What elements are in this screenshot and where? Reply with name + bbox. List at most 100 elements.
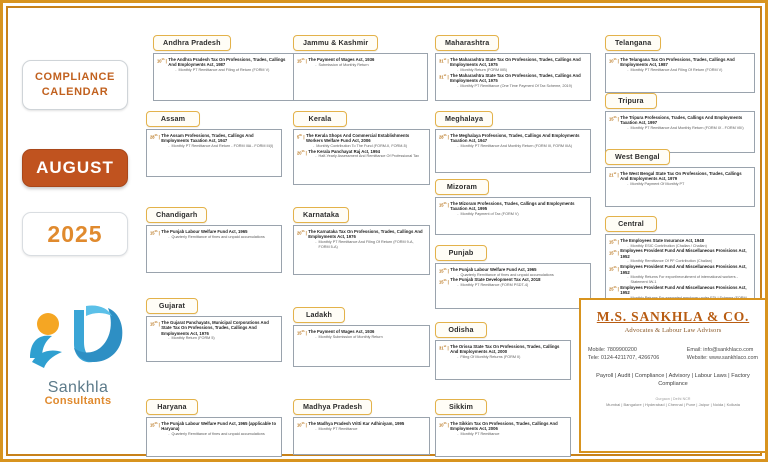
entry-content: The Punjab State Development Tax Act, 20… xyxy=(449,277,586,287)
state-card-title-punjab[interactable]: Punjab xyxy=(435,245,487,261)
state-card-gujarat: Gujarat 15th | The Gujarat Panchayats, Mun… xyxy=(146,295,282,362)
compliance-entry: 31st | The Maharashtra State Tax On Profe… xyxy=(439,73,586,89)
state-card-title-telangana[interactable]: Telangana xyxy=(605,35,662,51)
state-card-title-mizoram[interactable]: Mizoram xyxy=(435,179,489,195)
entry-requirement-text: Half-Yearly Assessment And Remittance Of… xyxy=(318,154,419,159)
entry-requirement-text: Monthly PT Remittance And Return - FORM … xyxy=(171,143,274,148)
entry-due-date: 15th | xyxy=(150,229,160,236)
entry-act-name: Employees Provident Fund And Miscellaneo… xyxy=(620,248,747,259)
compliance-entry: 15th | The Punjab Labour Welfare Fund Act… xyxy=(439,267,586,277)
state-card-title-central[interactable]: Central xyxy=(605,216,657,232)
state-card-maharashtra: Maharashtra 31st | The Maharashtra State T… xyxy=(435,32,591,101)
state-card-sikkim: Sikkim 10th | The Sikkim Tax On Profession… xyxy=(435,396,571,457)
state-card-west-bengal: West Bengal 21st | The West Bengal State T… xyxy=(605,146,755,207)
state-card-title-jammu-kashmir[interactable]: Jammu & Kashmir xyxy=(293,35,379,51)
state-card-title-west-bengal[interactable]: West Bengal xyxy=(605,149,670,165)
state-card-body-gujarat: 15th | The Gujarat Panchayats, Municipal … xyxy=(146,316,282,362)
state-card-chandigarh: Chandigarh 15th | The Punjab Labour Welfar… xyxy=(146,204,282,273)
bullet-dash-icon: - xyxy=(627,275,629,280)
state-card-body-chandigarh: 15th | The Punjab Labour Welfare Fund Act… xyxy=(146,225,282,273)
entry-due-date: 20th | xyxy=(297,229,307,236)
entry-content: The Maharashtra State Tax On Professions… xyxy=(449,73,586,89)
entry-act-name: The Telangana Tax On Professions, Trades… xyxy=(620,57,735,68)
state-card-title-meghalaya[interactable]: Meghalaya xyxy=(435,111,494,127)
state-card-title-maharashtra[interactable]: Maharashtra xyxy=(435,35,500,51)
bullet-dash-icon: - xyxy=(457,272,459,277)
month-badge[interactable]: AUGUST xyxy=(22,149,128,187)
compliance-label-line2: CALENDAR xyxy=(41,86,109,98)
entry-act-name: The Assam Professions, Trades, Callings … xyxy=(161,133,254,144)
entry-act-name: The Maharashtra State Tax On Professions… xyxy=(450,72,581,84)
entry-requirement-text: Monthly ESIC Contribution (Challan / Cha… xyxy=(630,243,707,248)
entry-content: Employees Provident Fund And Miscellaneo… xyxy=(619,264,750,285)
entry-due-date: 15th | xyxy=(609,115,619,122)
firm-name: M.S. SANKHLA & CO. xyxy=(596,309,750,324)
state-card-title-haryana[interactable]: Haryana xyxy=(146,399,198,415)
state-card-title-chandigarh[interactable]: Chandigarh xyxy=(146,207,208,223)
firm-tagline: Advocates & Labour Law Advisors xyxy=(624,327,722,334)
logo-mark-icon xyxy=(30,305,123,368)
firm-telephone: Tele: 0124-4211707, 4266706 xyxy=(588,354,660,361)
firm-contact-block: M.S. SANKHLA & CO. Advocates & Labour La… xyxy=(579,298,767,453)
state-card-body-punjab: 15th | The Punjab Labour Welfare Fund Act… xyxy=(435,263,591,309)
state-card-title-andhra-pradesh[interactable]: Andhra Pradesh xyxy=(153,35,231,51)
state-card-title-madhya-pradesh[interactable]: Madhya Pradesh xyxy=(293,399,373,415)
state-card-body-maharashtra: 31st | The Maharashtra State Tax On Profe… xyxy=(435,53,591,101)
compliance-entry: 15th | The Punjab State Development Tax A… xyxy=(439,277,586,287)
entry-content: The Punjab Labour Welfare Fund Act, 1965… xyxy=(160,229,277,239)
entry-content: The Maharashtra State Tax On Professions… xyxy=(449,57,586,73)
state-card-title-karnataka[interactable]: Karnataka xyxy=(293,207,350,223)
state-card-title-odisha[interactable]: Odisha xyxy=(435,322,487,338)
bullet-dash-icon: - xyxy=(315,154,317,159)
bullet-dash-icon: - xyxy=(315,426,317,431)
entry-requirement: - Quarterly Remittance of fines and unpai… xyxy=(161,235,277,240)
state-card-haryana: Haryana 15th | The Punjab Labour Welfare F… xyxy=(146,396,282,457)
entry-content: The Tripura Professions, Trades, Calling… xyxy=(619,115,750,131)
state-card-title-gujarat[interactable]: Gujarat xyxy=(146,298,198,314)
state-card-body-madhya-pradesh: 10th | The Madhya Pradesh Vritti Kar Adhi… xyxy=(293,417,430,455)
logo-left-wave-icon xyxy=(30,335,52,358)
entry-act-name: The Kerala Panchayat Raj Act, 1994 xyxy=(308,148,380,154)
state-card-title-ladakh[interactable]: Ladakh xyxy=(293,307,345,323)
firm-city-list: Mumbai | Bangalore | Hyderabad | Chennai… xyxy=(606,402,740,407)
state-card-title-sikkim[interactable]: Sikkim xyxy=(435,399,487,415)
entry-due-date: 28th | xyxy=(439,133,449,140)
state-card-title-tripura[interactable]: Tripura xyxy=(605,93,657,109)
compliance-label-line1: COMPLIANCE xyxy=(35,71,115,83)
entry-act-name: The Madhya Pradesh Vritti Kar Adhiniyam,… xyxy=(308,421,405,426)
entry-requirement-text: Quarterly Remittance of fines and unpaid… xyxy=(171,234,265,239)
state-card-title-kerala[interactable]: Kerala xyxy=(293,111,347,127)
bullet-dash-icon: - xyxy=(457,211,459,216)
compliance-entry: 31st | The Maharashtra State Tax On Profe… xyxy=(439,57,586,73)
entry-requirement: - Half-Yearly Assessment And Remittance O… xyxy=(308,154,425,159)
compliance-calendar-badge: COMPLIANCE CALENDAR xyxy=(22,60,128,110)
state-card-karnataka: Karnataka 20th | The Karnataka Tax On Prof… xyxy=(293,204,430,275)
entry-due-date: 21st | xyxy=(609,171,619,178)
entry-due-date: 15th | xyxy=(150,421,160,428)
firm-website[interactable]: Website: www.sankhlaco.com xyxy=(686,354,758,361)
state-card-body-karnataka: 20th | The Karnataka Tax On Professions, … xyxy=(293,225,430,275)
entry-requirement-text: Monthly Remittance Of PF Contribution (C… xyxy=(630,259,713,264)
bullet-dash-icon: - xyxy=(168,234,170,239)
compliance-entry: 15th | The Employees State Insurance Act,… xyxy=(609,238,750,248)
entry-content: The Sikkim Tax On Professions, Trades, C… xyxy=(449,421,566,437)
state-card-title-assam[interactable]: Assam xyxy=(146,111,200,127)
entry-act-name: Employees Provident Fund And Miscellaneo… xyxy=(620,284,747,296)
bullet-dash-icon: - xyxy=(627,181,629,186)
state-card-madhya-pradesh: Madhya Pradesh 10th | The Madhya Pradesh V… xyxy=(293,396,430,455)
firm-phone-column: Mobile: 7809900200 Tele: 0124-4211707, 4… xyxy=(588,347,659,362)
entry-requirement-text: Monthly Return (FORM IIIB) xyxy=(460,67,508,72)
entry-act-name: The Maharashtra State Tax On Professions… xyxy=(450,57,581,68)
logo-wordmark: Sankhla xyxy=(47,379,109,396)
entry-requirement-text: Monthly PT Remittance And Monthly Return… xyxy=(630,125,744,130)
entry-due-date: 31st | xyxy=(439,57,449,64)
entry-content: Employees Provident Fund And Miscellaneo… xyxy=(619,248,750,264)
entry-requirement: - Quarterly Remittance of fines and unpai… xyxy=(450,273,586,278)
sankhla-consultants-logo: Sankhla Consultants xyxy=(22,304,134,412)
firm-email[interactable]: Email: info@sankhlaco.com xyxy=(686,347,754,353)
state-card-body-tripura: 15th | The Tripura Professions, Trades, C… xyxy=(605,111,755,153)
bullet-dash-icon: - xyxy=(627,259,629,264)
entry-act-name: The Kerala Shops And Commercial Establis… xyxy=(306,133,410,144)
entry-requirement: - Monthly ESIC Contribution (Challan / Ch… xyxy=(620,244,750,249)
compliance-entry: 20th | The Kerala Panchayat Raj Act, 1994… xyxy=(297,149,425,159)
